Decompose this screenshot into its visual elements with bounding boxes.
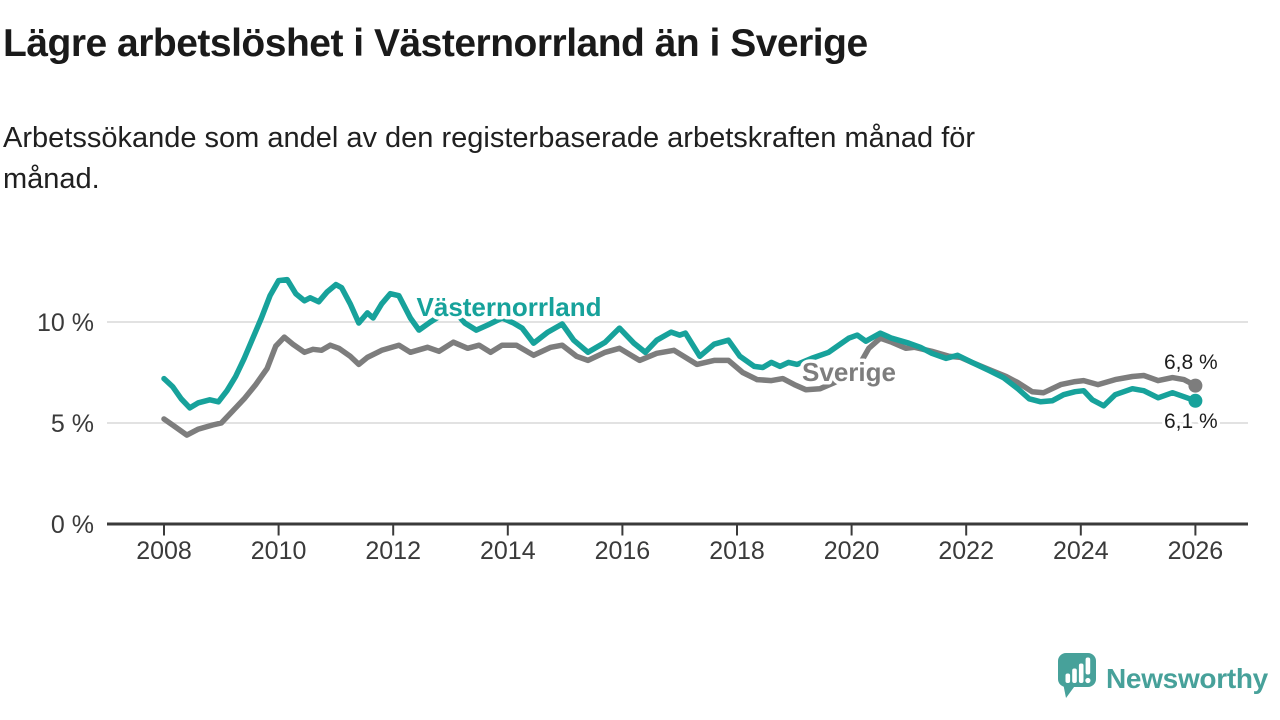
chart-subtitle-line2: månad.: [3, 163, 100, 196]
end-value-label-sverige: 6,8 %: [1164, 351, 1218, 374]
end-value-label-vasternorrland: 6,1 %: [1164, 410, 1218, 433]
end-dot-vasternorrland: [1188, 393, 1203, 408]
x-tick-label: 2020: [824, 537, 880, 565]
series-line-sverige: [161, 334, 1199, 438]
y-tick-label: 0 %: [51, 511, 94, 539]
x-tick-label: 2022: [938, 537, 994, 565]
page-title: Lägre arbetslöshet i Västernorrland än i…: [3, 22, 868, 65]
chart-subtitle: Arbetssökande som andel av den registerb…: [3, 118, 1213, 200]
x-axis: 2008 2010 2012 2014 2016 2018 2020 2022 2024 2026: [107, 522, 1248, 565]
x-tick-label: 2008: [136, 537, 192, 565]
x-tick-label: 2014: [480, 537, 536, 565]
x-tick-label: 2016: [595, 537, 651, 565]
newsworthy-logo-icon: [1058, 653, 1096, 698]
series-lines: [161, 276, 1203, 438]
series-label-sverige: Sverige: [802, 357, 896, 387]
newsworthy-logo: Newsworthy: [1058, 653, 1269, 698]
chart-labels: Västernorrland 6,1 % Sverige 6,8 %: [413, 289, 1221, 437]
y-tick-label: 5 %: [51, 410, 94, 438]
x-tick-label: 2012: [365, 537, 421, 565]
x-tick-label: 2010: [251, 537, 307, 565]
chart-subtitle-line1: Arbetssökande som andel av den registerb…: [3, 122, 976, 154]
y-tick-label: 10 %: [37, 309, 94, 337]
series-label-vasternorrland: Västernorrland: [417, 292, 602, 322]
end-dot-sverige: [1188, 378, 1203, 393]
newsworthy-logo-text: Newsworthy: [1106, 663, 1269, 694]
series-line-vasternorrland: [161, 276, 1199, 411]
x-tick-label: 2018: [709, 537, 765, 565]
x-tick-label: 2024: [1053, 537, 1109, 565]
x-tick-label: 2026: [1168, 537, 1224, 565]
gridlines: 0 % 5 % 10 %: [37, 309, 1248, 539]
